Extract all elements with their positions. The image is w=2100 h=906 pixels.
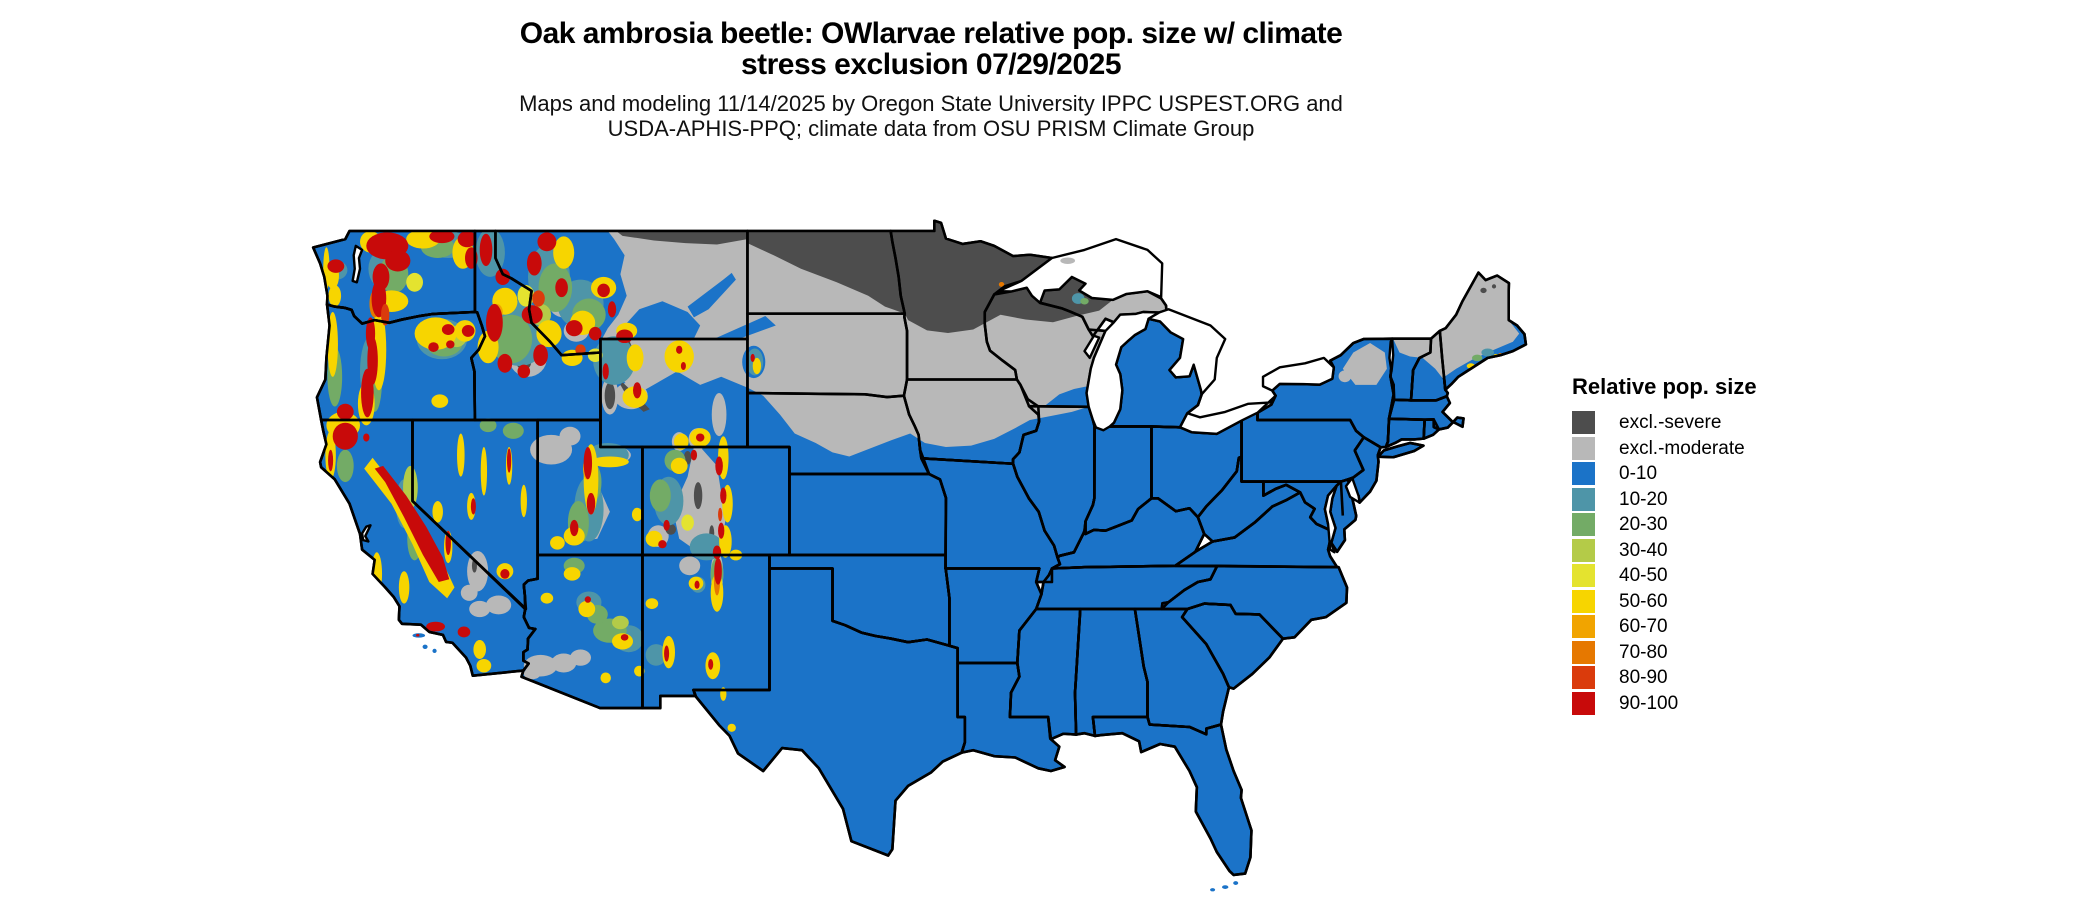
legend-label: 50-60 bbox=[1619, 590, 1668, 612]
legend-label: 20-30 bbox=[1619, 514, 1668, 535]
lake-superior bbox=[998, 239, 1162, 303]
legend-label: 40-50 bbox=[1619, 565, 1668, 586]
legend-item: 10-20 bbox=[1572, 487, 1757, 511]
legend-label: 80-90 bbox=[1619, 667, 1668, 688]
legend-item: excl.-moderate bbox=[1572, 436, 1757, 460]
channel-islands-peak bbox=[416, 633, 420, 637]
high-population-speckle-red bbox=[327, 229, 755, 670]
map-title-line1: Oak ambrosia beetle: OWlarvae relative p… bbox=[519, 17, 1343, 50]
legend-item: excl.-severe bbox=[1572, 411, 1757, 434]
legend-label: 60-70 bbox=[1619, 616, 1668, 637]
isle-royale bbox=[1060, 257, 1076, 264]
legend-label: excl.-severe bbox=[1619, 412, 1722, 433]
puget-sound bbox=[353, 246, 362, 282]
state-borders bbox=[313, 221, 1526, 875]
legend-label: 70-80 bbox=[1619, 641, 1668, 663]
state-pennsylvania bbox=[1242, 411, 1364, 481]
lake-huron bbox=[1149, 309, 1226, 394]
channel-islands bbox=[432, 648, 437, 654]
lake-champlain bbox=[1389, 339, 1393, 371]
us-map bbox=[297, 204, 1557, 906]
legend-item: 70-80 bbox=[1572, 640, 1757, 664]
state-new-mexico bbox=[642, 555, 769, 708]
florida-keys bbox=[1222, 885, 1229, 889]
us-map-svg bbox=[297, 204, 1557, 906]
lake-michigan bbox=[1087, 312, 1159, 430]
islands bbox=[412, 257, 1239, 892]
lake-erie bbox=[1180, 396, 1276, 434]
legend-label: 0-10 bbox=[1619, 463, 1658, 484]
legend: Relative pop. size excl.-severe excl.-mo… bbox=[1572, 374, 1757, 717]
map-title-line2: stress exclusion 07/29/2025 bbox=[740, 48, 1122, 81]
san-francisco-bay bbox=[362, 525, 370, 541]
legend-item: 50-60 bbox=[1572, 589, 1757, 613]
state-florida bbox=[1093, 717, 1252, 875]
legend-item: 60-70 bbox=[1572, 615, 1757, 638]
legend-swatch-80-90 bbox=[1572, 666, 1595, 689]
legend-item: 0-10 bbox=[1572, 462, 1757, 485]
legend-label: 30-40 bbox=[1619, 539, 1668, 561]
legend-swatch-excl-severe bbox=[1572, 411, 1595, 434]
legend-swatch-90-100 bbox=[1572, 691, 1595, 715]
legend-swatch-40-50 bbox=[1572, 564, 1595, 587]
map-subtitle-line1: Maps and modeling 11/14/2025 by Oregon S… bbox=[519, 91, 1343, 116]
legend-item: 80-90 bbox=[1572, 666, 1757, 689]
legend-item: 20-30 bbox=[1572, 513, 1757, 536]
map-subtitle-line2: USDA-APHIS-PPQ; climate data from OSU PR… bbox=[607, 116, 1255, 141]
great-lakes bbox=[353, 239, 1394, 552]
delaware-border-line bbox=[1341, 482, 1343, 516]
legend-label: 10-20 bbox=[1619, 488, 1668, 510]
legend-swatch-30-40 bbox=[1572, 538, 1595, 562]
channel-islands bbox=[422, 644, 428, 649]
legend-swatch-60-70 bbox=[1572, 615, 1595, 638]
delaware-bay bbox=[1346, 478, 1360, 503]
chesapeake-bay bbox=[1325, 486, 1337, 552]
florida-keys bbox=[1233, 881, 1239, 885]
legend-swatch-70-80 bbox=[1572, 640, 1595, 664]
legend-title: Relative pop. size bbox=[1572, 374, 1757, 399]
legend-item: 90-100 bbox=[1572, 691, 1757, 715]
legend-item: 30-40 bbox=[1572, 538, 1757, 562]
map-title: Oak ambrosia beetle: OWlarvae relative p… bbox=[520, 18, 1343, 80]
legend-label: 90-100 bbox=[1619, 692, 1679, 714]
green-bay bbox=[1085, 336, 1100, 358]
lake-ontario bbox=[1263, 358, 1334, 391]
legend-swatch-50-60 bbox=[1572, 589, 1595, 613]
legend-label: excl.-moderate bbox=[1619, 437, 1745, 459]
state-connecticut bbox=[1386, 419, 1425, 447]
legend-swatch-0-10 bbox=[1572, 462, 1595, 485]
map-subtitle: Maps and modeling 11/14/2025 by Oregon S… bbox=[519, 91, 1343, 141]
state-kansas bbox=[789, 474, 945, 555]
florida-keys bbox=[1210, 888, 1216, 892]
legend-swatch-10-20 bbox=[1572, 487, 1595, 511]
legend-swatch-20-30 bbox=[1572, 513, 1595, 536]
legend-item: 40-50 bbox=[1572, 564, 1757, 587]
legend-swatch-excl-moderate bbox=[1572, 436, 1595, 460]
